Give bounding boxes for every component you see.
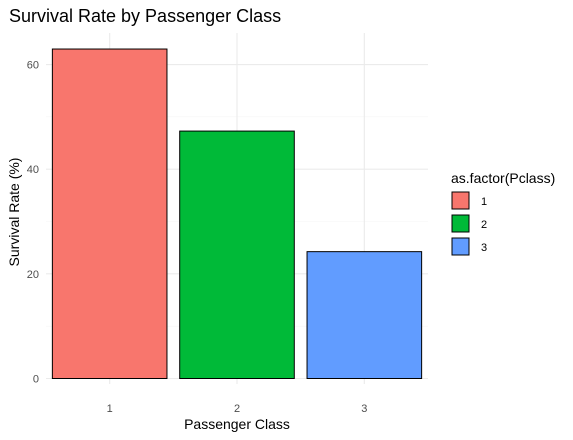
x-tick-label: 3 [361,403,367,415]
x-tick-label: 2 [234,403,240,415]
y-axis-title: Survival Rate (%) [6,158,22,267]
y-tick-label: 0 [33,374,39,386]
y-tick-label: 40 [27,164,39,176]
y-tick-label: 20 [27,269,39,281]
chart-title: Survival Rate by Passenger Class [9,6,281,26]
y-axis-ticks: 0 20 40 60 [27,60,39,386]
legend-key-3 [451,237,470,256]
x-tick-label: 1 [107,403,113,415]
legend-key-1 [451,191,470,210]
legend-items: 1 2 3 [451,191,487,256]
bar-class-1 [51,48,168,379]
legend-key-2 [451,214,470,233]
legend-title: as.factor(Pclass) [451,170,555,186]
legend-label-1: 1 [481,196,487,208]
bar-class-2 [179,130,295,379]
legend-label-3: 3 [481,242,487,254]
bar-class-3 [306,251,423,380]
x-axis-ticks: 1 2 3 [107,403,368,415]
chart-bars [51,48,423,380]
y-tick-label: 60 [27,60,39,72]
legend-label-2: 2 [481,219,487,231]
x-axis-title: Passenger Class [184,416,290,432]
legend: as.factor(Pclass) 1 2 3 [451,170,555,256]
